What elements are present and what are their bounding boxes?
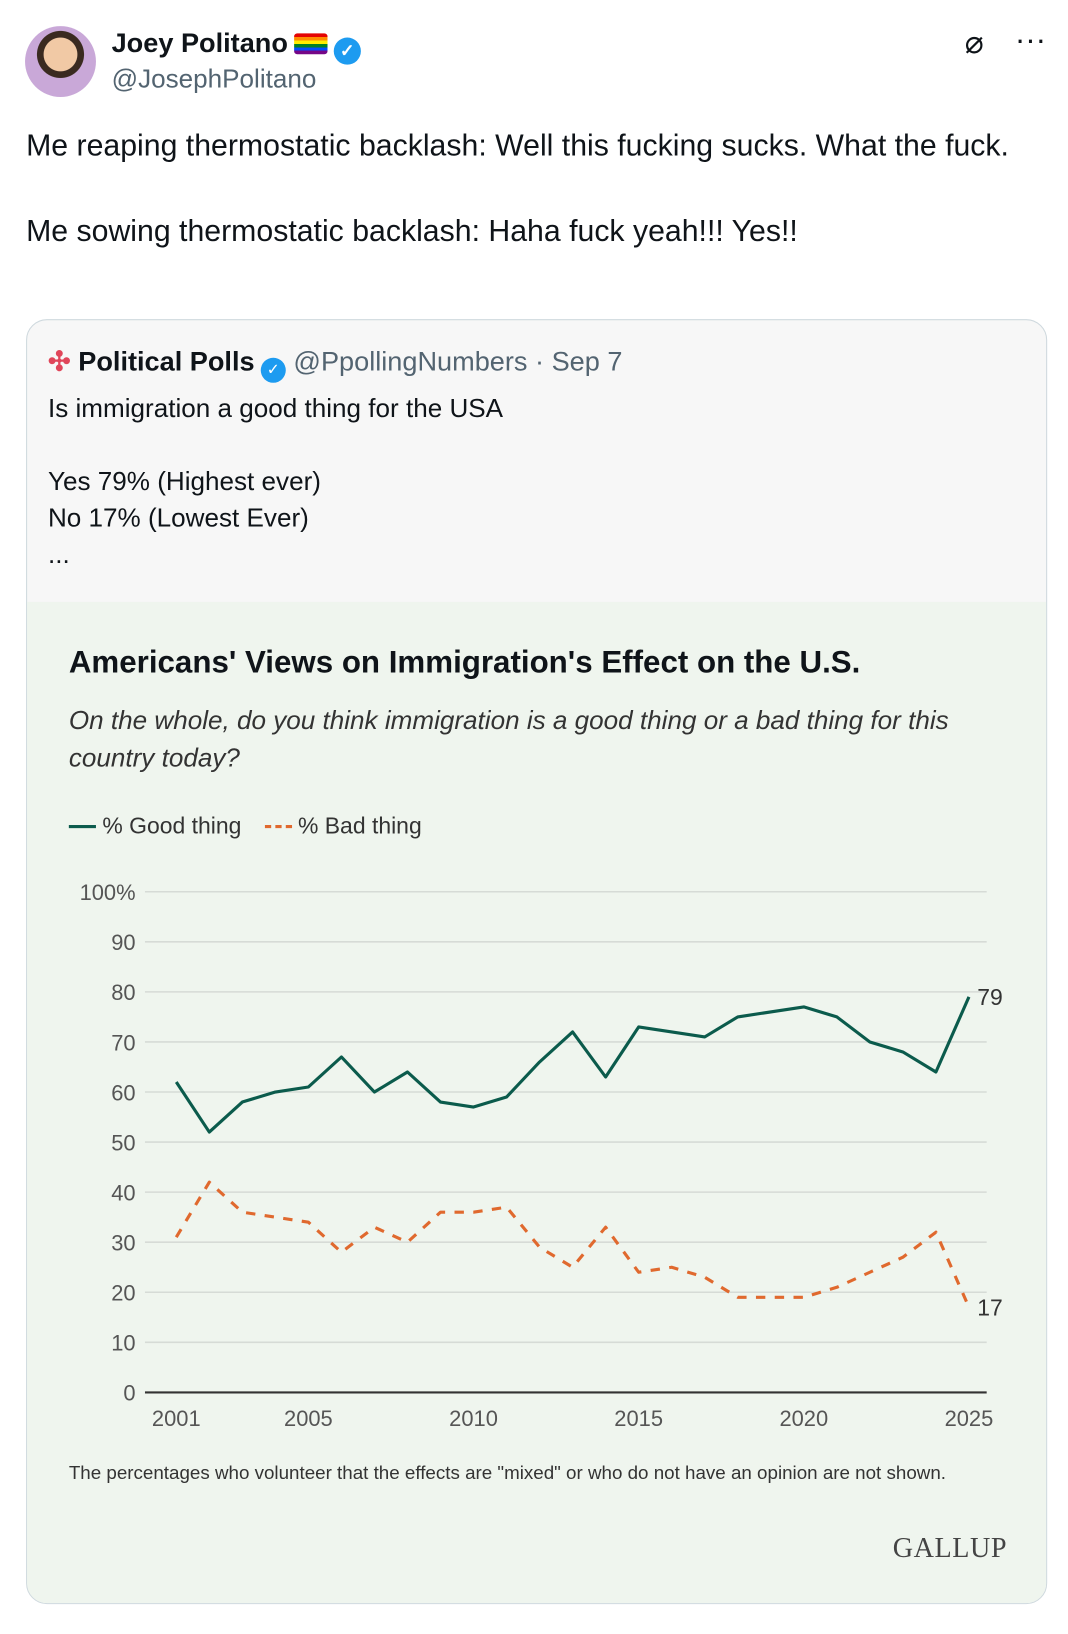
y-tick-label: 90 [111,930,135,955]
grok-icon[interactable]: ⌀ [964,26,984,61]
legend-good-swatch [68,825,96,829]
avatar[interactable] [25,26,96,97]
y-tick-label: 30 [111,1231,135,1256]
chart-legend: % Good thing % Bad thing [68,812,422,839]
line-chart: 0 10 20 30 40 50 60 70 80 90 100% 2001 2005 2010 2015 2… [80,880,1003,1431]
quote-date[interactable]: · Sep 7 [535,345,623,377]
legend-bad-swatch [264,825,292,829]
chart-image: Americans' Views on Immigration's Effect… [27,601,1047,1604]
x-tick-label: 2025 [945,1406,994,1431]
political-polls-logo-icon: ✣ [47,345,71,377]
gallup-logo: GALLUP [892,1532,1008,1564]
y-tick-label: 10 [111,1331,135,1356]
quote-header: ✣ Political Polls ✓ @PpollingNumbers · Se… [48,345,622,383]
author-handle[interactable]: @JosephPolitano [111,64,317,94]
legend-bad-label: % Bad thing [297,812,422,839]
x-tick-label: 2015 [614,1406,663,1431]
y-tick-label: 40 [111,1180,135,1205]
x-tick-label: 2001 [152,1406,201,1431]
chart-title: Americans' Views on Immigration's Effect… [68,645,861,681]
bad-thing-line [174,1180,971,1308]
quote-text: Is immigration a good thing for the USA … [47,394,504,570]
y-tick-label: 100% [80,880,136,905]
end-value-label: 17 [977,1295,1003,1321]
chart-subtitle: On the whole, do you think immigration i… [68,706,949,773]
y-tick-label: 20 [111,1281,135,1306]
y-tick-label: 80 [111,980,135,1005]
x-tick-label: 2010 [449,1406,498,1431]
quote-author-name[interactable]: Political Polls [78,345,255,377]
y-tick-label: 0 [123,1381,135,1406]
good-thing-line [174,996,971,1134]
legend-good-label: % Good thing [102,812,242,839]
tweet-text: Me reaping thermostatic backlash: Well t… [26,129,1009,249]
author-name[interactable]: Joey Politano ✓ [112,27,361,65]
verified-badge-icon: ✓ [260,357,286,383]
y-tick-label: 50 [111,1130,135,1155]
chart-note: The percentages who volunteer that the e… [68,1462,946,1484]
rainbow-flag-icon [294,33,328,55]
quote-handle[interactable]: @PpollingNumbers [293,345,528,377]
y-tick-label: 70 [111,1030,135,1055]
quoted-tweet[interactable]: ✣ Political Polls ✓ @PpollingNumbers · Se… [26,319,1048,1605]
more-options-button[interactable]: ··· [1014,22,1047,58]
y-tick-label: 60 [111,1080,135,1105]
end-value-label: 79 [977,984,1003,1010]
x-tick-label: 2020 [779,1406,828,1431]
verified-badge-icon: ✓ [333,37,361,65]
x-tick-label: 2005 [284,1406,333,1431]
